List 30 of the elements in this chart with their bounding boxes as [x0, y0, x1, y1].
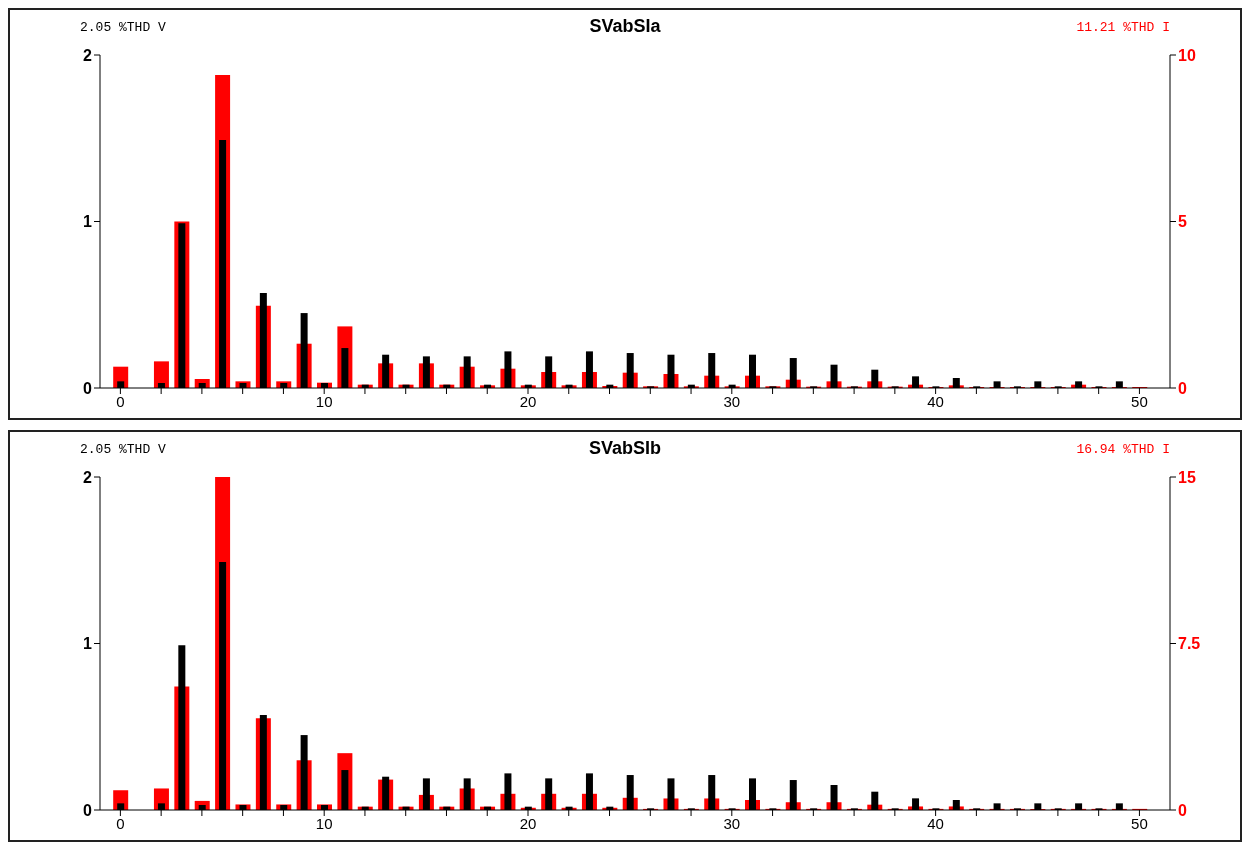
- text: 2.05 %THD V: [80, 442, 166, 457]
- x-tick-label: 20: [519, 814, 537, 832]
- y-tick-label: 0: [83, 379, 93, 397]
- chart-title: SVabSIa: [589, 16, 661, 36]
- x-tick-label: 30: [723, 392, 741, 410]
- x-tick-label: 30: [723, 814, 741, 832]
- text: 2.05 %THD V: [80, 20, 166, 35]
- x-tick-label: 0: [116, 814, 125, 832]
- y2-tick-label: 0: [1178, 379, 1187, 397]
- y-tick-label: 1: [83, 213, 93, 231]
- x-tick-label: 50: [1131, 814, 1148, 832]
- y-tick-label: 2: [83, 468, 93, 486]
- y2-tick-label: 5: [1178, 213, 1187, 231]
- y2-tick-label: 0: [1178, 801, 1187, 819]
- y2-tick-label: 15: [1178, 468, 1196, 486]
- y-tick-label: 1: [83, 635, 93, 653]
- x-tick-label: 40: [927, 392, 944, 410]
- text: 11.21 %THD I: [1076, 20, 1170, 35]
- x-tick-label: 20: [519, 392, 537, 410]
- chart-title: SVabSIb: [588, 438, 662, 458]
- x-tick-label: 40: [927, 814, 944, 832]
- y2-tick-label: 10: [1178, 46, 1196, 64]
- x-tick-label: 10: [315, 814, 333, 832]
- text: 16.94 %THD I: [1076, 442, 1170, 457]
- x-tick-label: 0: [116, 392, 125, 410]
- x-tick-label: 10: [315, 392, 333, 410]
- y2-tick-label: 7.5: [1178, 635, 1201, 653]
- x-tick-label: 50: [1131, 392, 1148, 410]
- y-tick-label: 0: [83, 801, 93, 819]
- y-tick-label: 2: [83, 46, 93, 64]
